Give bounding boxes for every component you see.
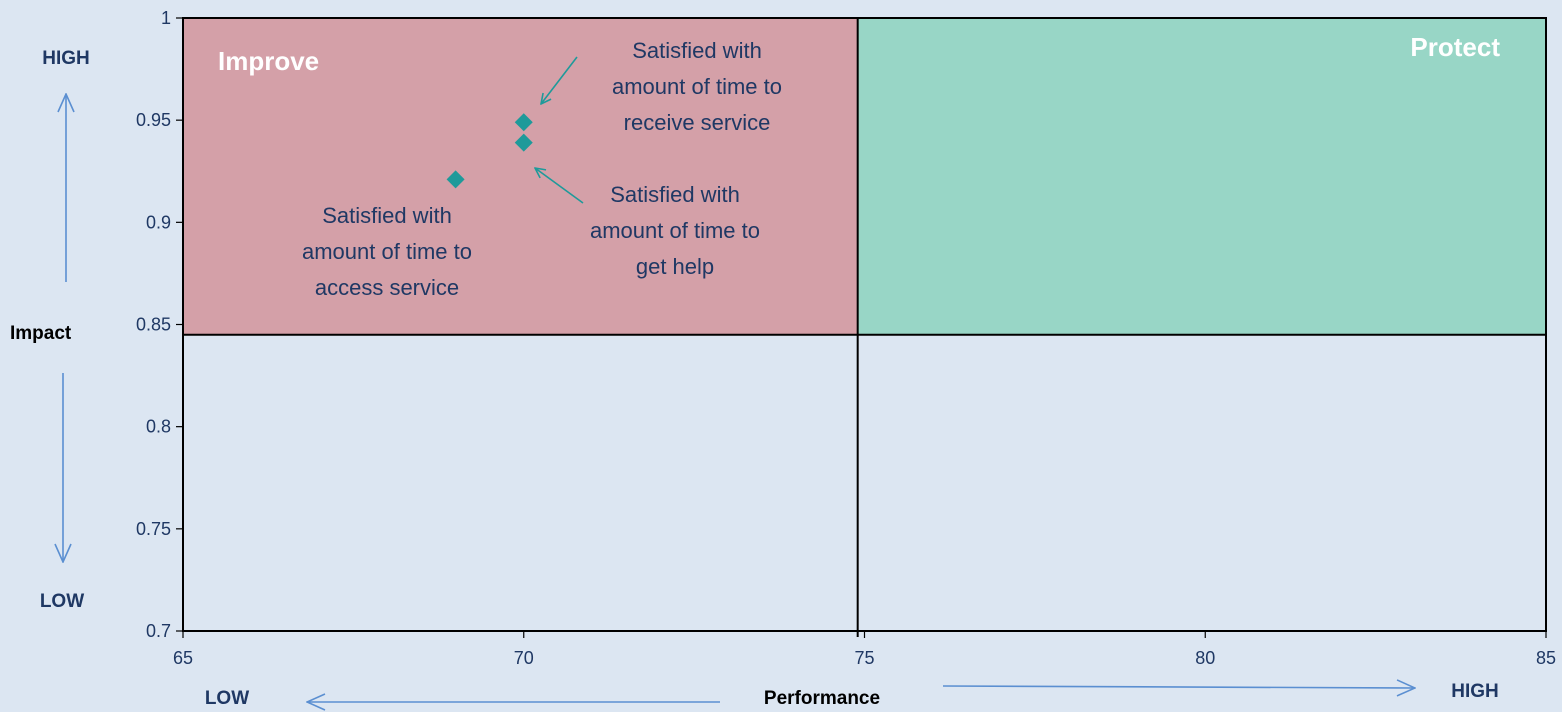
data-point-marker <box>446 170 465 189</box>
annotation-arrow-icon <box>535 168 584 204</box>
y-tick-label: 0.95 <box>136 110 171 130</box>
point-annotations: Satisfied with amount of time to receive s… <box>302 38 782 300</box>
x-tick-label: 65 <box>173 648 193 668</box>
point-annotation-label: Satisfied with amount of time to access se… <box>302 203 472 300</box>
protect-quadrant-label: Protect <box>1410 32 1500 62</box>
data-point-marker <box>514 133 533 152</box>
data-points <box>446 113 533 189</box>
x-tick-label: 85 <box>1536 648 1556 668</box>
x-axis-title: Performance <box>764 688 880 709</box>
y-axis-title: Impact <box>10 323 72 344</box>
x-tick-label: 70 <box>514 648 534 668</box>
y-tick-label: 0.85 <box>136 315 171 335</box>
x-low-label: LOW <box>205 688 249 709</box>
y-tick-label: 0.7 <box>146 621 171 641</box>
x-high-label: HIGH <box>1451 681 1499 702</box>
x-tick-label: 75 <box>854 648 874 668</box>
y-tick-label: 0.75 <box>136 519 171 539</box>
y-low-label: LOW <box>40 591 84 612</box>
x-tick-label: 80 <box>1195 648 1215 668</box>
y-tick-label: 0.8 <box>146 417 171 437</box>
point-annotation-label: Satisfied with amount of time to receive s… <box>612 38 782 135</box>
data-point-marker <box>514 113 533 132</box>
y-high-label: HIGH <box>42 48 90 69</box>
improve-quadrant-label: Improve <box>218 46 319 76</box>
y-tick-label: 0.9 <box>146 212 171 232</box>
improve-quadrant <box>183 18 858 335</box>
x-axis-ticks: 65 70 75 80 85 <box>173 631 1556 668</box>
protect-quadrant <box>857 18 1546 335</box>
y-tick-label: 1 <box>161 8 171 28</box>
annotation-arrow-icon <box>541 56 578 104</box>
y-axis-ticks: 0.7 0.75 0.8 0.85 0.9 0.95 1 <box>136 8 183 641</box>
x-high-arrow-icon <box>942 686 1415 688</box>
point-annotation-label: Satisfied with amount of time to get help <box>590 182 760 279</box>
